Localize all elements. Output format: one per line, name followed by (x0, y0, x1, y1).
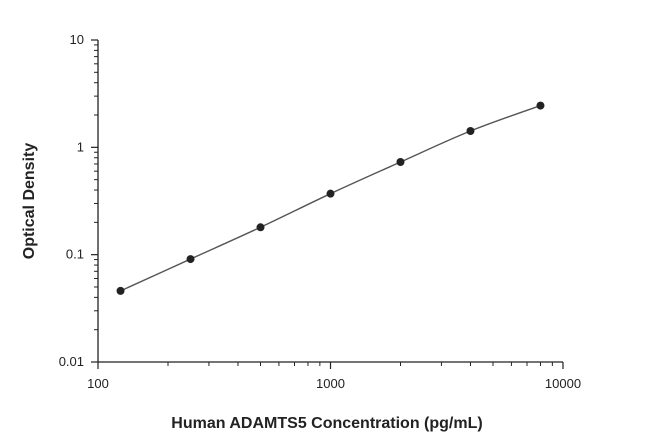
y-axis-label: Optical Density (21, 143, 38, 260)
y-tick-label: 0.1 (66, 247, 84, 262)
data-point (396, 158, 405, 167)
fit-curve (120, 104, 541, 292)
data-points (116, 101, 545, 295)
data-point (256, 223, 265, 232)
x-tick-label: 10000 (545, 376, 581, 391)
ticks: 0.01 0.1 1 10 100 1000 10000 (59, 32, 581, 391)
data-point (116, 286, 125, 295)
x-axis-label: Human ADAMTS5 Concentration (pg/mL) (171, 415, 482, 432)
data-point (536, 101, 545, 110)
fit-curve-layer (120, 104, 541, 292)
x-tick-label: 100 (87, 376, 109, 391)
y-tick-label: 1 (77, 139, 84, 154)
data-point (326, 189, 335, 198)
data-point (186, 255, 195, 264)
y-tick-label: 10 (70, 32, 84, 47)
x-tick-label: 1000 (316, 376, 345, 391)
axes (97, 40, 563, 363)
y-tick-label: 0.01 (59, 354, 84, 369)
data-point (466, 126, 475, 135)
